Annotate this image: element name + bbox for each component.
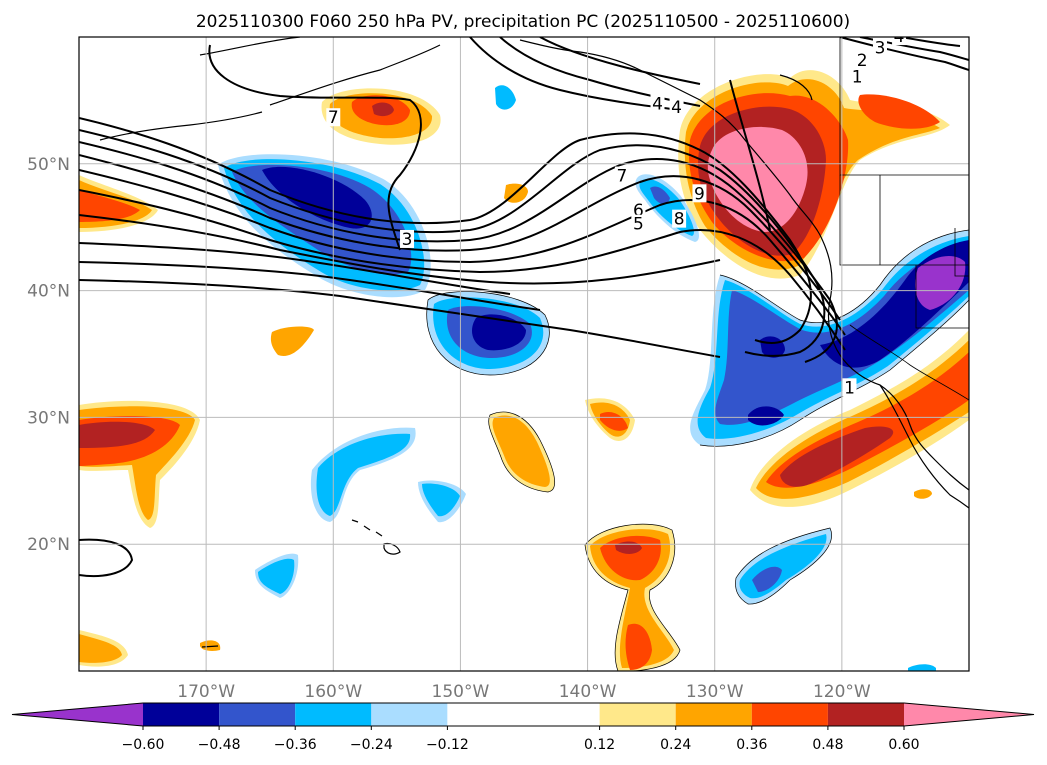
pv-contour-label: 9 bbox=[694, 184, 705, 204]
colorbar-segment bbox=[371, 703, 448, 726]
colorbar-segment bbox=[751, 703, 828, 726]
colorbar-segment bbox=[675, 703, 752, 726]
pv-contour-label: 2 bbox=[857, 51, 868, 71]
pv-contour-label: 1 bbox=[844, 378, 855, 398]
pv-label-halo bbox=[326, 108, 341, 127]
colorbar-tick-label: 0.36 bbox=[736, 737, 767, 753]
pv-label-halo bbox=[614, 166, 629, 185]
colorbar-segment bbox=[219, 703, 296, 726]
pv-label-halo bbox=[850, 67, 865, 86]
longitude-tick-label: 140°W bbox=[559, 682, 617, 702]
latitude-tick-label: 20°N bbox=[27, 535, 70, 555]
colorbar-tick-label: 0.48 bbox=[812, 737, 843, 753]
colorbar-segment bbox=[599, 703, 676, 726]
anomaly-outlines bbox=[426, 229, 969, 671]
colorbar-tick-label: 0.12 bbox=[584, 737, 615, 753]
pv-label-halo bbox=[400, 229, 415, 248]
latitude-tick-label: 40°N bbox=[27, 282, 70, 302]
colorbar-segment bbox=[143, 703, 220, 726]
pv-label-halo bbox=[873, 38, 887, 57]
pv-contour-label: 6 bbox=[633, 201, 644, 221]
pv-contour-label: 1 bbox=[852, 68, 863, 88]
longitude-tick-label: 170°W bbox=[177, 682, 235, 702]
pv-contour-label: 5 bbox=[633, 215, 644, 235]
pv-label-halo bbox=[855, 51, 870, 70]
colorbar-segment bbox=[295, 703, 372, 726]
longitude-tick-label: 120°W bbox=[813, 682, 871, 702]
map-frame bbox=[78, 36, 970, 672]
pv-contours bbox=[79, 37, 969, 578]
colorbar-segment bbox=[827, 703, 904, 726]
pv-label-halo bbox=[892, 37, 907, 46]
pv-label-halo bbox=[669, 98, 684, 117]
pv-label-halo bbox=[650, 94, 665, 113]
pv-contour-label: 7 bbox=[616, 167, 627, 187]
colorbar-tick-label: 0.60 bbox=[888, 737, 919, 753]
latitude-tick-label: 50°N bbox=[27, 155, 70, 175]
longitude-ticks: 170°W 160°W 150°W 140°W 130°W 120°W bbox=[177, 682, 871, 702]
pv-label-halo bbox=[692, 184, 707, 203]
longitude-tick-label: 130°W bbox=[686, 682, 744, 702]
colorbar-tick-label: −0.24 bbox=[350, 737, 393, 753]
pv-contour-label: 3 bbox=[402, 230, 413, 250]
pv-contour-label: 4 bbox=[652, 94, 663, 114]
latitude-tick-label: 30°N bbox=[27, 408, 70, 428]
pv-label-halo bbox=[631, 200, 646, 219]
colorbar-extend-high bbox=[904, 703, 1034, 726]
colorbar-tick-label: −0.48 bbox=[198, 737, 241, 753]
precip-anomaly-fills bbox=[79, 70, 969, 671]
longitude-tick-label: 150°W bbox=[432, 682, 490, 702]
chart-title: 2025110300 F060 250 hPa PV, precipitatio… bbox=[196, 12, 850, 32]
pv-label-halo bbox=[842, 378, 857, 397]
latitude-ticks: 20°N 30°N 40°N 50°N bbox=[27, 155, 70, 555]
graticule bbox=[79, 37, 969, 671]
pv-contour-label: 7 bbox=[328, 108, 339, 128]
colorbar: −0.60 −0.48 −0.36 −0.24 −0.12 0.12 0.24 0.36 0.4… bbox=[11, 702, 1035, 753]
longitude-tick-label: 160°W bbox=[304, 682, 362, 702]
pv-contour-label: 8 bbox=[674, 210, 685, 230]
pv-label-halo bbox=[672, 209, 687, 228]
colorbar-tick-label: 0.24 bbox=[660, 737, 691, 753]
pv-contour-label: 3 bbox=[875, 38, 886, 58]
colorbar-extend-low bbox=[12, 703, 143, 726]
pv-contour-label: 4 bbox=[671, 98, 682, 118]
colorbar-tick-label: −0.12 bbox=[426, 737, 469, 753]
pv-label-halo bbox=[631, 214, 646, 233]
colorbar-tick-label: −0.36 bbox=[274, 737, 317, 753]
pv-contour-label: 4 bbox=[894, 27, 905, 47]
colorbar-segment bbox=[447, 703, 600, 726]
colorbar-tick-label: −0.60 bbox=[122, 737, 165, 753]
